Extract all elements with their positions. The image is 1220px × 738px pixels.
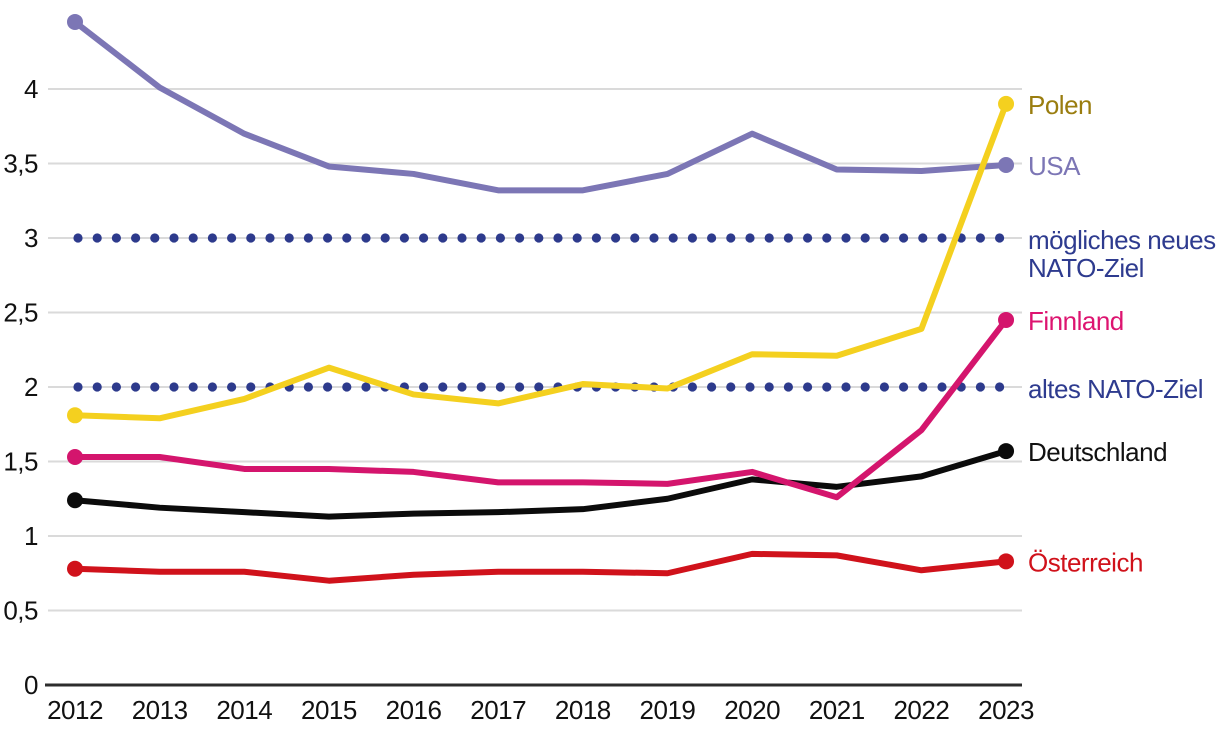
series-endpoint-marker-usa <box>67 13 83 30</box>
x-tick-label: 2023 <box>978 695 1034 725</box>
series-label-deutschland: Deutschland <box>1028 437 1167 467</box>
series-endpoint-marker-polen <box>67 407 83 424</box>
x-tick-label: 2017 <box>470 695 526 725</box>
y-tick-label: 4 <box>24 74 38 104</box>
series-line-polen <box>72 100 1010 422</box>
y-tick-label: 0 <box>24 670 38 700</box>
x-tick-label: 2021 <box>809 695 865 725</box>
y-tick-label: 1,5 <box>3 447 38 477</box>
series-endpoint-marker-sterreich <box>67 560 83 577</box>
y-tick-label: 1 <box>24 521 38 551</box>
x-tick-label: 2018 <box>555 695 611 725</box>
series-line-finnland <box>72 316 1010 501</box>
series-label-sterreich: Österreich <box>1028 547 1143 577</box>
series-line-usa <box>72 18 1010 194</box>
x-tick-label: 2016 <box>386 695 442 725</box>
series-endpoint-marker-sterreich <box>998 553 1015 570</box>
series-label-usa: USA <box>1028 151 1081 181</box>
series-endpoint-marker-finnland <box>67 449 83 466</box>
x-tick-label: 2013 <box>132 695 188 725</box>
series-endpoint-marker-polen <box>998 95 1015 112</box>
reference-line-label: mögliches neues <box>1028 225 1216 255</box>
y-tick-label: 0,5 <box>3 596 38 626</box>
series-endpoint-marker-deutschland <box>998 443 1015 460</box>
x-tick-label: 2019 <box>640 695 696 725</box>
reference-line-label: altes NATO-Ziel <box>1028 374 1203 404</box>
y-tick-label: 3 <box>24 223 38 253</box>
series-label-finnland: Finnland <box>1028 306 1124 336</box>
x-tick-label: 2020 <box>724 695 780 725</box>
reference-line-label: NATO-Ziel <box>1028 253 1144 283</box>
reference-line-dots <box>73 382 1005 392</box>
y-tick-label: 2 <box>24 372 38 402</box>
reference-line-dots <box>73 233 1005 243</box>
series-line-sterreich <box>72 550 1010 584</box>
series-label-polen: Polen <box>1028 90 1092 120</box>
x-tick-label: 2014 <box>216 695 272 725</box>
series-endpoint-marker-finnland <box>998 311 1015 328</box>
x-tick-label: 2015 <box>301 695 357 725</box>
x-tick-label: 2012 <box>47 695 103 725</box>
y-tick-label: 2,5 <box>3 298 38 328</box>
y-tick-label: 3,5 <box>3 149 38 179</box>
series-endpoint-marker-deutschland <box>67 492 83 509</box>
x-tick-label: 2022 <box>893 695 949 725</box>
series-endpoint-marker-usa <box>998 156 1015 173</box>
